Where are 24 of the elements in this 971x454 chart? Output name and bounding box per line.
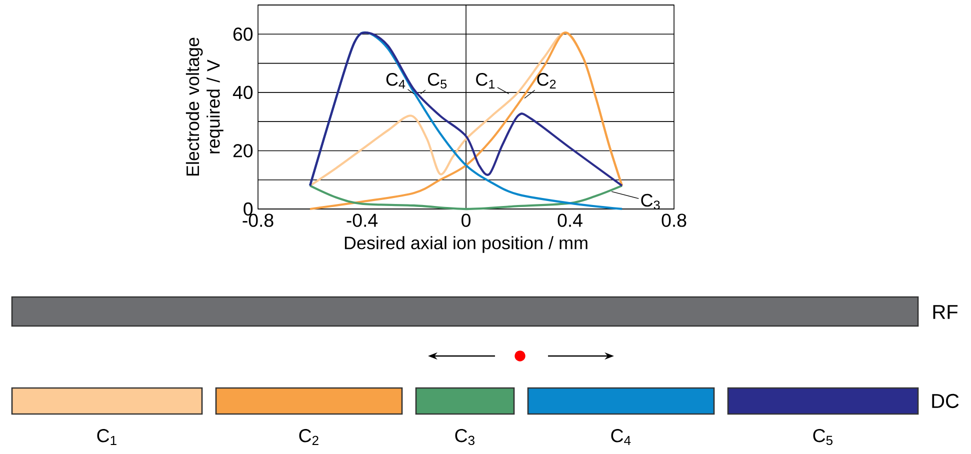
x-tick-label: -0.4 xyxy=(346,214,378,227)
text: RF xyxy=(933,305,958,319)
series-label: C$_{1}$ xyxy=(476,73,495,88)
y-tick-label: 60 xyxy=(233,28,253,41)
x-tick-label: 0.4 xyxy=(558,214,582,227)
series-label: C$_{3}$ xyxy=(641,194,660,210)
y-tick-label: 0 xyxy=(244,202,253,216)
x-tick-label: 0 xyxy=(462,214,470,227)
series-label: C$_{2}$ xyxy=(537,73,556,88)
x-axis-title: Desired axial ion position / mm xyxy=(344,236,588,253)
y-tick-label: 20 xyxy=(233,144,253,158)
text: C$_{2}$ xyxy=(299,429,318,445)
series-label: C$_{4}$ xyxy=(386,73,406,88)
x-tick-label: -0.8 xyxy=(242,214,274,227)
text: C$_{1}$ xyxy=(97,429,116,445)
text: C$_{4}$ xyxy=(611,429,631,445)
x-tick-label: 0.8 xyxy=(662,214,686,227)
line-series xyxy=(308,184,624,210)
text: C$_{5}$ xyxy=(813,428,832,446)
text: DC xyxy=(932,394,959,408)
y-tick-label: 40 xyxy=(232,86,253,100)
series-label: C$_{5}$ xyxy=(428,72,447,89)
text: C$_{3}$ xyxy=(455,428,474,446)
y-axis-title: Electrode voltage required / V xyxy=(186,38,224,176)
